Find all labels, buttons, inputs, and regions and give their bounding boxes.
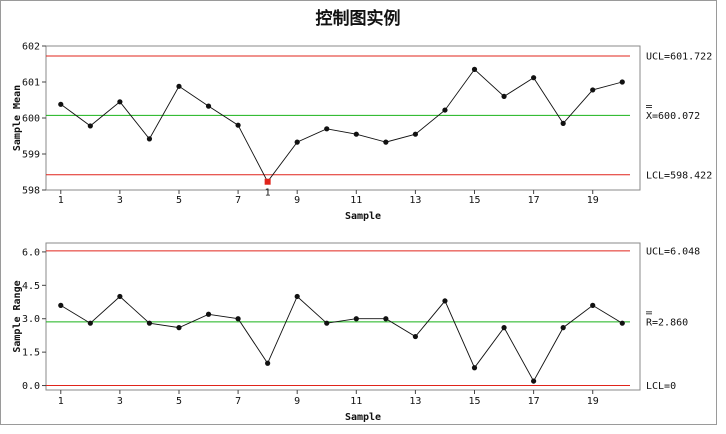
x-tick-label: 7	[235, 195, 241, 206]
x-tick-label: 15	[468, 396, 480, 407]
plot-area	[45, 45, 641, 191]
x-tick-label: 17	[528, 195, 540, 206]
x-tick-label: 1	[58, 396, 64, 407]
data-point	[117, 293, 123, 300]
data-point	[471, 66, 478, 72]
y-tick-label: 600	[22, 114, 40, 125]
data-point	[324, 126, 330, 132]
x-tick-label: 9	[294, 396, 300, 407]
data-point	[205, 311, 212, 317]
data-point	[58, 302, 64, 308]
data-point	[619, 320, 625, 326]
y-axis-label: Sample Mean	[12, 85, 23, 151]
x-tick-label: 11	[350, 195, 362, 206]
x-tick-label: 1	[58, 195, 64, 206]
data-point	[117, 99, 123, 105]
lcl-label: LCL=0	[646, 381, 676, 392]
y-tick-label: 599	[22, 150, 40, 161]
data-point	[294, 293, 300, 300]
x-tick-label: 5	[176, 396, 182, 407]
data-point	[265, 360, 271, 366]
data-point	[58, 101, 64, 107]
data-point	[471, 365, 478, 371]
data-point	[501, 325, 507, 331]
x-axis-label: Sample	[345, 412, 381, 423]
xbar-chart: UCL=601.722 LCL=598.422 X=600.072 598 599 600…	[12, 42, 712, 223]
figure-border	[0, 0, 717, 425]
data-point	[205, 103, 212, 109]
y-axis-label: Sample Range	[12, 280, 23, 352]
x-tick-label: 7	[235, 396, 241, 407]
y-tick-label: 3.0	[22, 314, 40, 325]
x-axis-label: Sample	[345, 211, 381, 222]
flagged-point	[264, 178, 271, 185]
data-point	[87, 123, 93, 129]
cl-label: R=2.860	[646, 317, 688, 328]
data-point	[619, 79, 625, 85]
x-tick-label: 11	[350, 396, 362, 407]
ucl-label: UCL=601.722	[646, 52, 712, 63]
y-tick-label: 1.5	[22, 348, 40, 359]
data-point	[324, 320, 330, 326]
x-tick-label: 13	[409, 396, 421, 407]
data-point	[590, 87, 596, 93]
x-tick-label: 15	[468, 195, 480, 206]
y-tick-label: 602	[22, 42, 40, 53]
data-point	[412, 333, 419, 340]
figure-title: 控制图实例	[316, 8, 401, 29]
data-point	[176, 325, 182, 331]
x-tick-label: 19	[587, 396, 599, 407]
data-point	[412, 131, 419, 137]
x-tick-label: 19	[587, 195, 599, 206]
data-point	[383, 316, 389, 322]
x-tick-label: 3	[117, 396, 123, 407]
data-point	[353, 131, 359, 137]
data-point	[590, 302, 596, 308]
x-tick-label: 5	[176, 195, 182, 206]
data-point	[176, 83, 182, 89]
data-point	[87, 320, 93, 326]
data-point	[383, 139, 389, 145]
lcl-label: LCL=598.422	[646, 170, 712, 181]
data-point	[294, 139, 300, 145]
plot-area	[45, 242, 641, 391]
data-point	[146, 136, 153, 142]
series-line	[60, 295, 623, 383]
data-point	[560, 120, 566, 126]
x-tick-label: 3	[117, 195, 123, 206]
series-line	[60, 68, 623, 183]
data-point	[531, 75, 537, 81]
x-tick-label: 9	[294, 195, 300, 206]
data-point	[353, 316, 359, 322]
data-point	[560, 325, 566, 331]
y-tick-label: 4.5	[22, 281, 40, 292]
data-point	[146, 320, 153, 326]
x-tick-label: 17	[528, 396, 540, 407]
data-point	[235, 316, 241, 322]
cl-label: X=600.072	[646, 111, 700, 122]
data-point	[531, 378, 537, 384]
data-point	[442, 298, 448, 304]
data-point	[501, 93, 507, 99]
x-tick-label: 13	[409, 195, 421, 206]
ucl-label: UCL=6.048	[646, 246, 700, 257]
data-point	[442, 107, 448, 113]
y-tick-label: 6.0	[22, 247, 40, 258]
y-tick-label: 601	[22, 78, 40, 89]
y-tick-label: 598	[22, 186, 40, 197]
flag-label: 1	[265, 188, 271, 199]
data-point	[235, 122, 241, 128]
y-tick-label: 0.0	[22, 381, 40, 392]
